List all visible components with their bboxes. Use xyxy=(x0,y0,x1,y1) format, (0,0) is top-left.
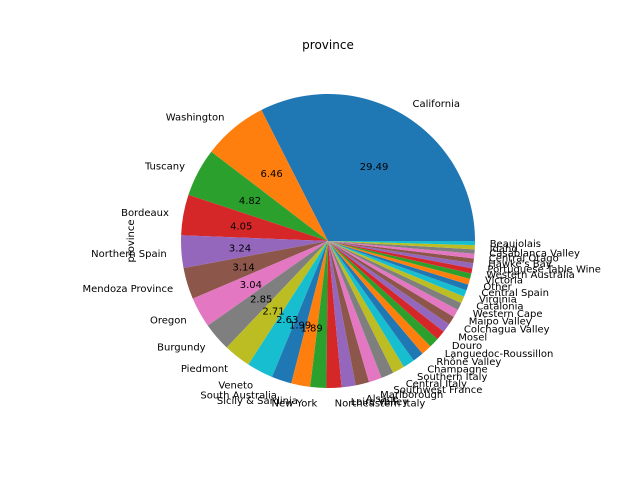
pie-percent-labels: 29.49 6.46 4.82 4.05 3.24 3.14 3.04 2.852.712.6… xyxy=(229,162,389,335)
slice-label: Mosel xyxy=(458,333,487,344)
slice-label: Catalonia xyxy=(476,302,523,313)
slice-label: California xyxy=(413,99,461,110)
slice-label: Central Spain xyxy=(481,288,549,299)
pie-slice xyxy=(328,241,370,386)
pie-slice xyxy=(328,241,471,285)
pie-slice xyxy=(328,241,431,354)
slice-label: Champagne xyxy=(427,365,488,376)
slice-label: Southern Italy xyxy=(417,372,487,383)
pie-slice xyxy=(192,241,328,326)
slice-label: Washington xyxy=(166,113,225,124)
pie-slices xyxy=(180,94,475,388)
slice-value-label: 4.82 xyxy=(239,196,261,207)
pie-slice xyxy=(328,241,414,367)
pie-slice xyxy=(328,241,454,325)
pie-slice xyxy=(326,241,342,388)
slice-label: Oregon xyxy=(150,316,187,327)
slice-label: Colchagua Valley xyxy=(464,325,550,336)
slice-label: Hawke's Bay xyxy=(488,259,552,270)
slice-value-label: 3.14 xyxy=(232,263,254,274)
pie-slice xyxy=(328,241,473,274)
slice-label: Languedoc-Roussillon xyxy=(445,349,554,360)
slice-label: Western Cape xyxy=(473,309,543,320)
slice-label: Casablanca Valley xyxy=(489,249,580,260)
slice-label: Beaujolais xyxy=(490,239,541,250)
pie-slice xyxy=(226,241,328,365)
slice-label: Rhône Valley xyxy=(436,356,501,368)
slice-label: Northeastern Italy xyxy=(335,399,426,410)
slice-label: Veneto xyxy=(218,380,253,391)
pie-slice xyxy=(328,241,423,361)
pie-slice xyxy=(328,241,458,318)
pie-slice xyxy=(328,241,394,378)
pie-slice xyxy=(188,151,328,241)
slice-label: Piedmont xyxy=(181,364,228,375)
slice-label: Alsace xyxy=(366,394,399,405)
slice-value-label: 6.46 xyxy=(260,169,282,180)
slice-value-label: 29.49 xyxy=(360,162,389,173)
pie-slice xyxy=(328,241,444,340)
slice-label: Central Italy xyxy=(406,379,467,390)
slice-label: Portuguese Table Wine xyxy=(487,264,601,275)
pie-slice xyxy=(328,241,469,291)
pie-slice xyxy=(328,241,465,304)
slice-label: Douro xyxy=(452,341,482,352)
pie-slice xyxy=(291,241,328,387)
pie-slice xyxy=(328,241,475,246)
slice-value-label: 1.99 xyxy=(289,321,311,332)
pie-slice xyxy=(328,241,472,279)
slice-label: Western Australia xyxy=(486,270,574,281)
pie-slice xyxy=(181,194,328,241)
slice-label: Maipo Valley xyxy=(469,317,532,328)
slice-label: New York xyxy=(272,398,318,409)
slice-label: Burgundy xyxy=(157,343,206,354)
slice-label: Marlborough xyxy=(380,390,443,401)
pie-slice xyxy=(328,241,474,269)
pie-slice xyxy=(180,235,328,269)
pie-slice xyxy=(328,241,462,310)
slice-label: Tuscany xyxy=(144,162,185,173)
pie-slice xyxy=(310,241,328,388)
slice-label: Bordeaux xyxy=(121,208,169,219)
pie-slice xyxy=(183,241,328,299)
pie-slice xyxy=(211,109,328,242)
y-axis-label: province xyxy=(126,219,137,262)
pie-slice xyxy=(328,241,450,332)
slice-label: Idaho xyxy=(490,244,518,255)
pie-slice xyxy=(272,241,328,384)
slice-label: Southwest France xyxy=(393,385,482,396)
pie-slice xyxy=(328,241,475,259)
pie-slice xyxy=(328,241,438,347)
pie-slice xyxy=(328,241,475,254)
slice-label: Northern Spain xyxy=(91,249,167,260)
pie-labels: California Washington Tuscany Bordeaux North… xyxy=(82,99,600,410)
pie-slice xyxy=(328,241,467,297)
pie-slice xyxy=(261,94,475,241)
slice-label: Sicily & Sardinia xyxy=(217,396,298,407)
slice-value-label: 2.85 xyxy=(250,295,272,306)
pie-slice xyxy=(207,241,328,348)
slice-label: Loire Valley xyxy=(351,397,408,408)
pie-slice xyxy=(248,241,328,377)
pie-slice xyxy=(328,241,404,373)
slice-value-label: 3.04 xyxy=(240,280,262,291)
pie-slice xyxy=(328,241,474,264)
slice-value-label: 2.63 xyxy=(276,315,298,326)
slice-value-label: 4.05 xyxy=(230,221,252,232)
slice-value-label: 3.24 xyxy=(229,244,251,255)
slice-label: Victoria xyxy=(485,276,523,287)
chart-title: province xyxy=(302,38,354,52)
pie-slice xyxy=(328,241,382,383)
pie-slice xyxy=(328,241,356,388)
slice-label: Virginia xyxy=(479,295,517,306)
slice-label: Other xyxy=(483,282,512,293)
slice-label: South Australia xyxy=(200,390,276,401)
slice-label: Mendoza Province xyxy=(82,284,173,295)
slice-value-label: 1.89 xyxy=(300,324,322,335)
slice-label: Central Otago xyxy=(489,254,559,265)
slice-value-label: 2.71 xyxy=(262,306,284,317)
pie-slice xyxy=(328,241,475,250)
